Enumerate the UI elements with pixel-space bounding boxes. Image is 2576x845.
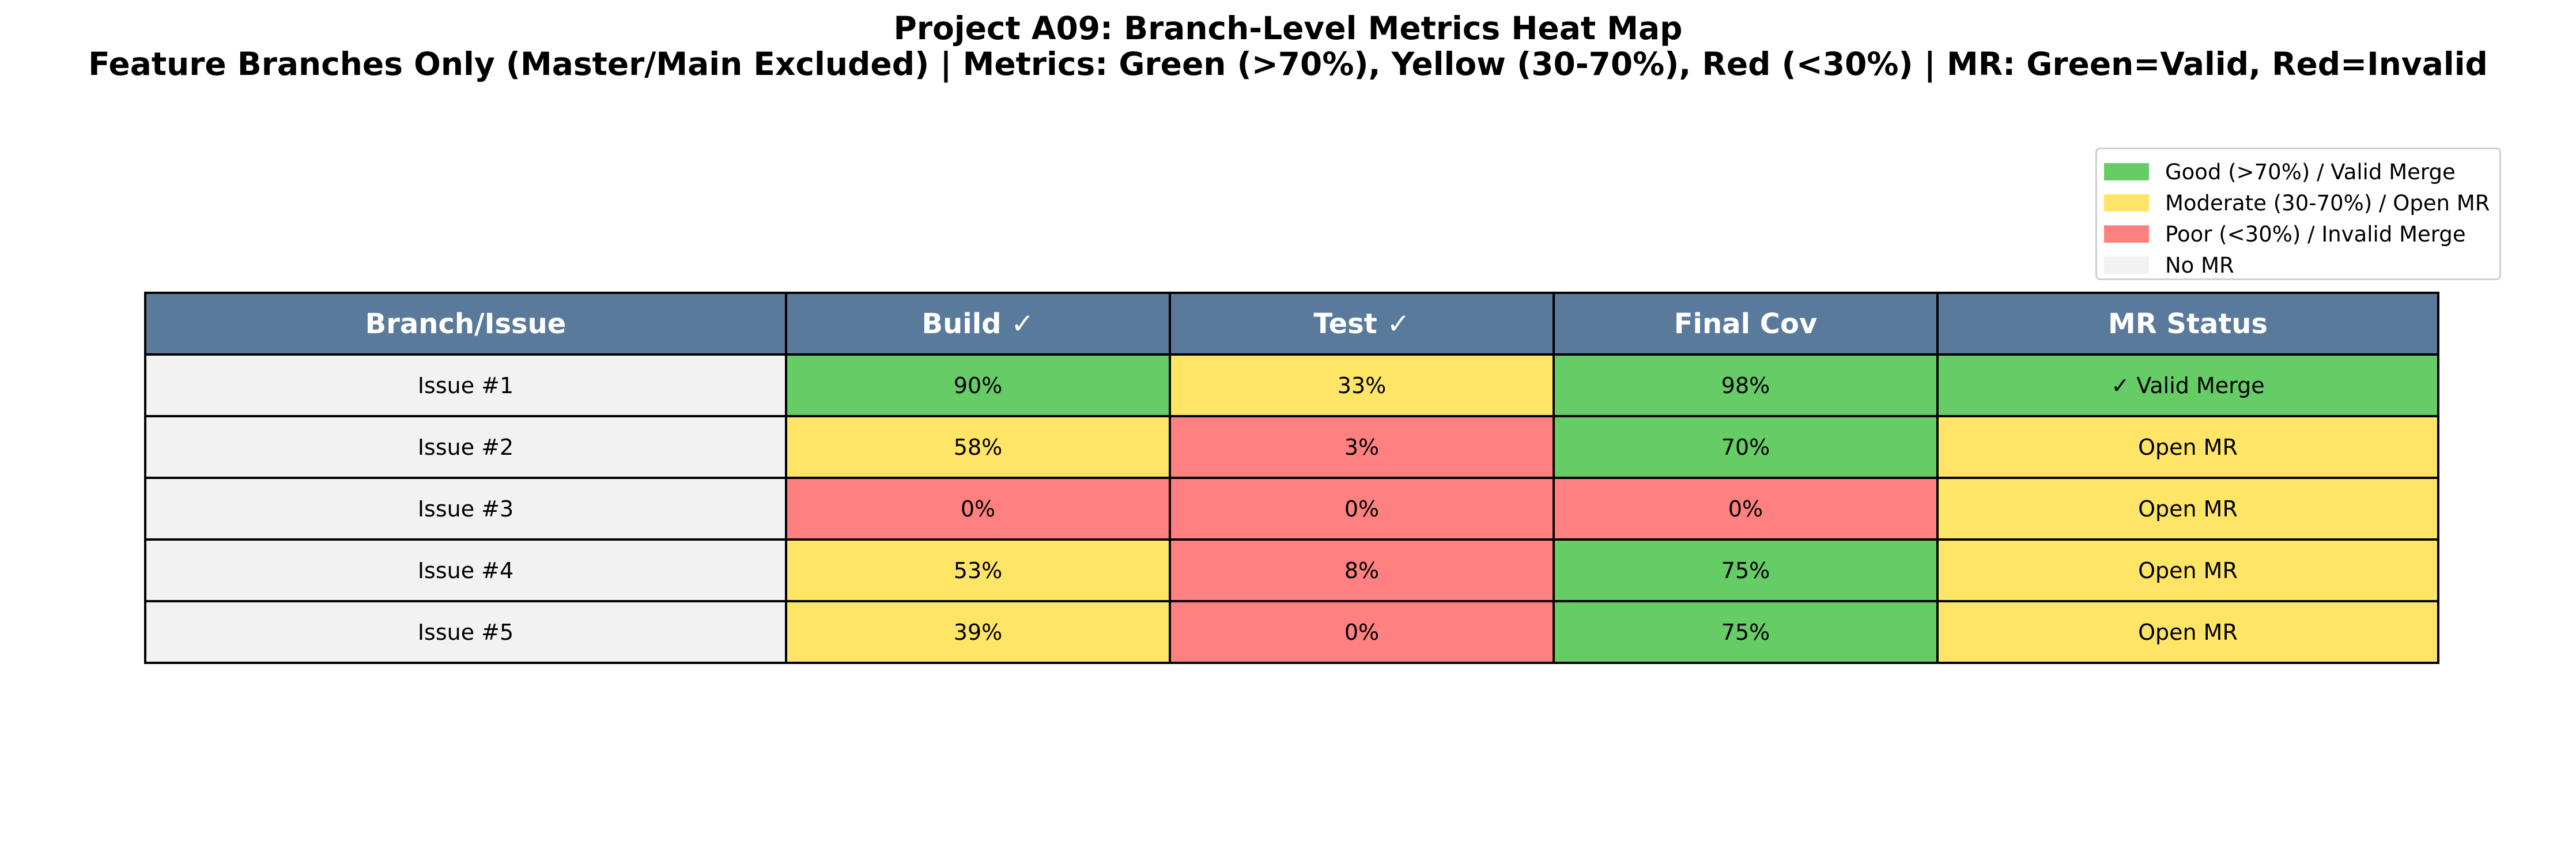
table-row: Issue #4 53% 8% 75% Open MR	[144, 538, 2439, 602]
cell-branch: Issue #5	[144, 600, 787, 664]
chart-title: Project A09: Branch-Level Metrics Heat M…	[893, 10, 1683, 47]
cell-final-cov: 98%	[1553, 353, 1939, 417]
cell-mr-status: ✓ Valid Merge	[1936, 353, 2439, 417]
legend-item-poor: Poor (<30%) / Invalid Merge	[2104, 218, 2499, 250]
cell-final-cov: 0%	[1553, 477, 1939, 541]
legend-swatch-no-mr	[2104, 256, 2149, 274]
legend-swatch-poor	[2104, 225, 2149, 243]
cell-branch: Issue #3	[144, 477, 787, 541]
cell-test: 0%	[1169, 600, 1555, 664]
cell-test: 33%	[1169, 353, 1555, 417]
cell-test: 8%	[1169, 538, 1555, 602]
heatmap-table: Branch/Issue Build ✓ Test ✓ Final Cov MR…	[144, 292, 2439, 664]
cell-build: 53%	[785, 538, 1171, 602]
header-final-cov: Final Cov	[1553, 292, 1939, 356]
table-row: Issue #2 58% 3% 70% Open MR	[144, 415, 2439, 479]
cell-build: 90%	[785, 353, 1171, 417]
legend-label-poor: Poor (<30%) / Invalid Merge	[2165, 221, 2466, 247]
header-branch-issue: Branch/Issue	[144, 292, 787, 356]
cell-mr-status: Open MR	[1936, 538, 2439, 602]
legend-item-moderate: Moderate (30-70%) / Open MR	[2104, 187, 2499, 218]
table-row: Issue #1 90% 33% 98% ✓ Valid Merge	[144, 353, 2439, 417]
cell-test: 3%	[1169, 415, 1555, 479]
cell-branch: Issue #2	[144, 415, 787, 479]
cell-build: 0%	[785, 477, 1171, 541]
legend-label-moderate: Moderate (30-70%) / Open MR	[2165, 190, 2490, 216]
cell-build: 58%	[785, 415, 1171, 479]
cell-final-cov: 75%	[1553, 538, 1939, 602]
header-mr-status: MR Status	[1936, 292, 2439, 356]
chart-title-block: Project A09: Branch-Level Metrics Heat M…	[0, 10, 2576, 82]
legend-item-good: Good (>70%) / Valid Merge	[2104, 156, 2499, 187]
cell-test: 0%	[1169, 477, 1555, 541]
cell-branch: Issue #4	[144, 538, 787, 602]
legend-label-good: Good (>70%) / Valid Merge	[2165, 159, 2456, 184]
legend: Good (>70%) / Valid Merge Moderate (30-7…	[2095, 148, 2501, 280]
cell-mr-status: Open MR	[1936, 600, 2439, 664]
legend-item-no-mr: No MR	[2104, 250, 2499, 281]
chart-subtitle: Feature Branches Only (Master/Main Exclu…	[88, 46, 2488, 82]
header-build: Build ✓	[785, 292, 1171, 356]
legend-swatch-good	[2104, 163, 2149, 180]
table-row: Issue #3 0% 0% 0% Open MR	[144, 477, 2439, 541]
cell-build: 39%	[785, 600, 1171, 664]
cell-mr-status: Open MR	[1936, 477, 2439, 541]
cell-final-cov: 70%	[1553, 415, 1939, 479]
cell-final-cov: 75%	[1553, 600, 1939, 664]
header-test: Test ✓	[1169, 292, 1555, 356]
header-row: Branch/Issue Build ✓ Test ✓ Final Cov MR…	[144, 292, 2439, 356]
legend-label-no-mr: No MR	[2165, 252, 2234, 278]
cell-mr-status: Open MR	[1936, 415, 2439, 479]
cell-branch: Issue #1	[144, 353, 787, 417]
table-row: Issue #5 39% 0% 75% Open MR	[144, 600, 2439, 664]
legend-swatch-moderate	[2104, 194, 2149, 212]
